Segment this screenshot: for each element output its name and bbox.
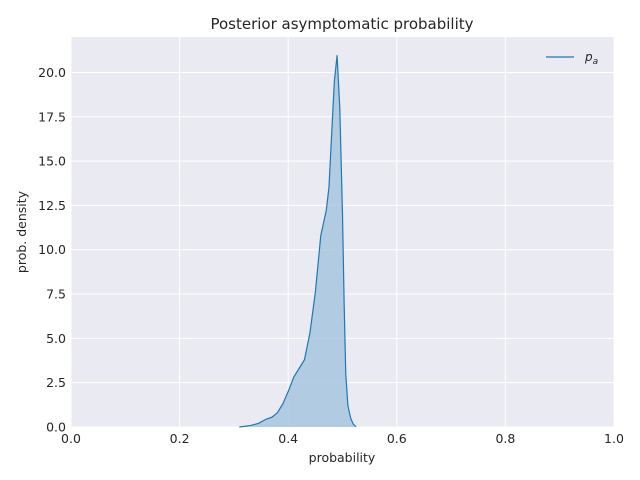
x-tick-label: 0.8	[495, 431, 515, 446]
x-tick-label: 0.0	[61, 431, 81, 446]
chart-title: Posterior asymptomatic probability	[210, 15, 473, 33]
y-tick-label: 17.5	[38, 109, 66, 124]
legend-label-sub: a	[593, 57, 599, 67]
y-axis-label: prob. density	[14, 190, 29, 273]
legend: pa	[546, 50, 598, 67]
y-tick-label: 15.0	[38, 154, 66, 169]
x-tick-label: 0.4	[278, 431, 298, 446]
density-line	[239, 55, 357, 428]
y-tick-label: 5.0	[46, 331, 66, 346]
y-tick-label: 2.5	[46, 375, 66, 390]
density-series	[239, 55, 357, 428]
x-tick-labels: 0.0 0.2 0.4 0.6 0.8 1.0	[61, 431, 624, 446]
legend-label-main: p	[584, 50, 593, 64]
density-area	[239, 55, 357, 428]
x-tick-label: 1.0	[604, 431, 624, 446]
x-axis-label: probability	[309, 450, 376, 465]
legend-label: pa	[584, 50, 598, 67]
y-tick-label: 7.5	[46, 287, 66, 302]
x-tick-label: 0.6	[387, 431, 407, 446]
y-tick-label: 20.0	[38, 65, 66, 80]
y-tick-label: 10.0	[38, 242, 66, 257]
x-tick-label: 0.2	[170, 431, 190, 446]
y-tick-label: 12.5	[38, 198, 66, 213]
y-tick-labels: 0.0 2.5 5.0 7.5 10.0 12.5 15.0 17.5 20.0	[38, 65, 66, 435]
y-tick-label: 0.0	[46, 420, 66, 435]
